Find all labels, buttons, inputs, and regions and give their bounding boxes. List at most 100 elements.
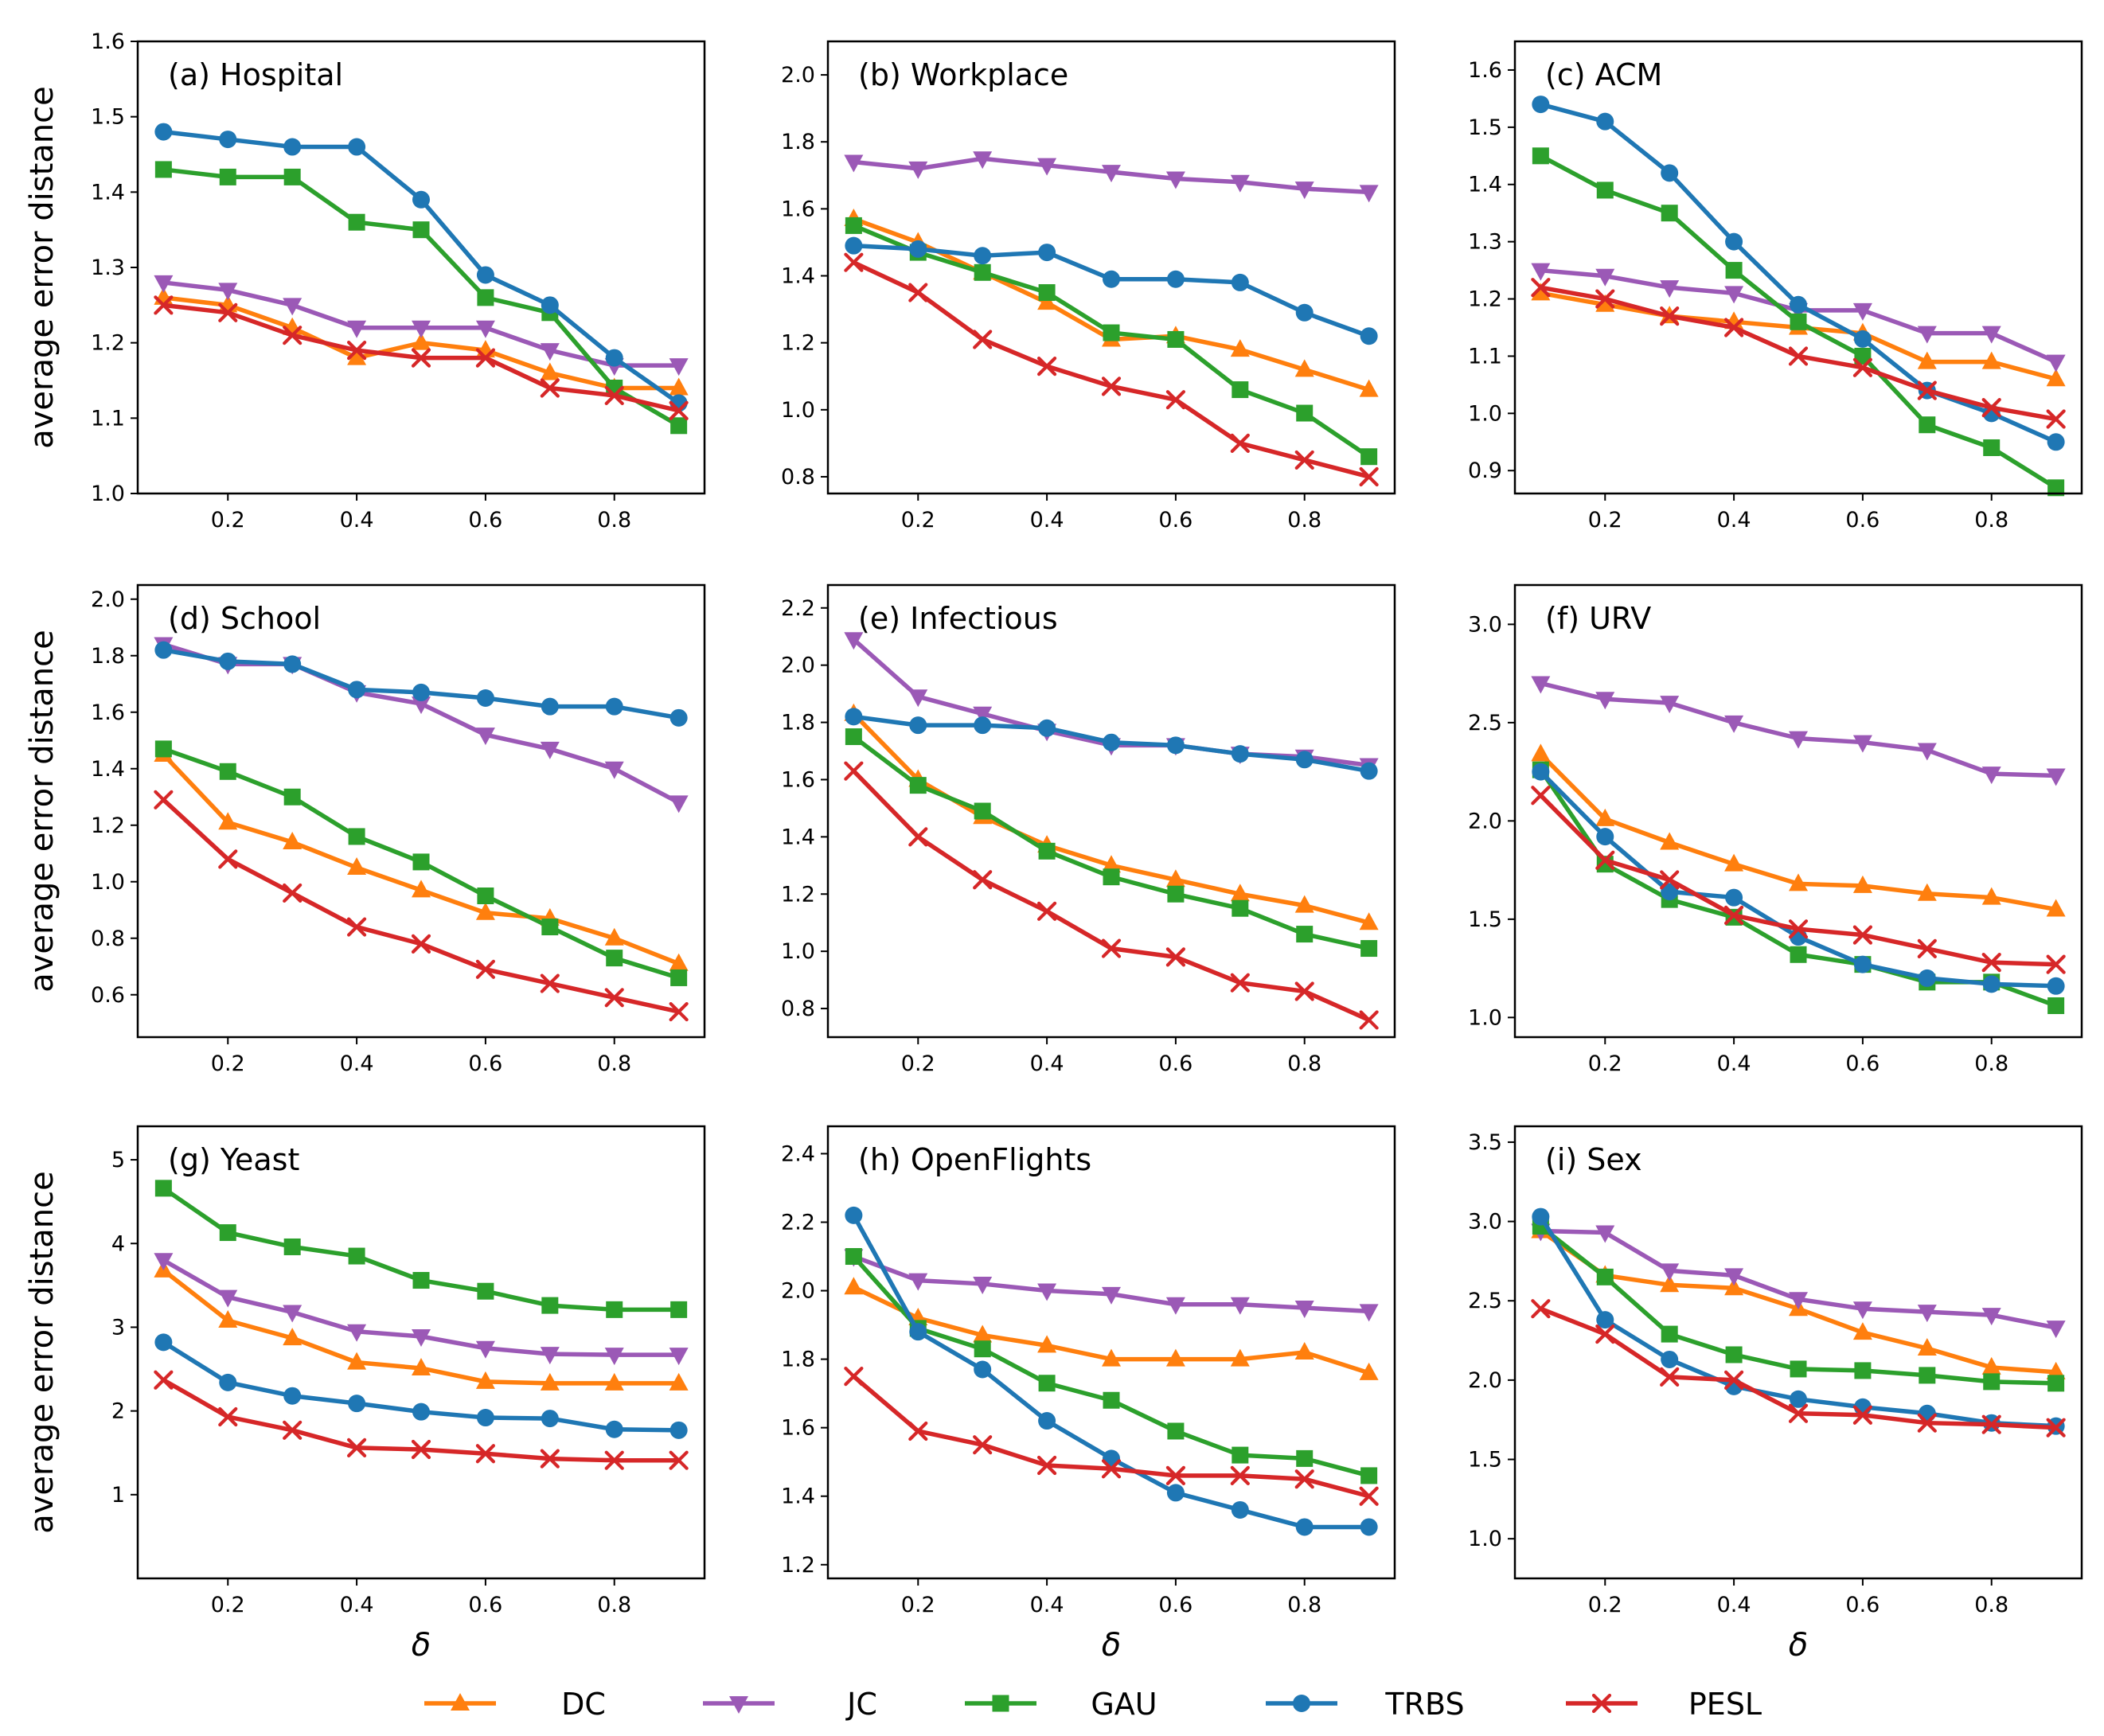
data-point-jc bbox=[1852, 302, 1872, 321]
data-point-gau bbox=[283, 788, 301, 806]
data-point-gau bbox=[606, 1301, 623, 1318]
data-point-dc bbox=[1531, 283, 1551, 301]
data-point-jc bbox=[1037, 1283, 1057, 1301]
data-point-trbs bbox=[605, 349, 623, 367]
data-point-dc bbox=[1531, 743, 1551, 762]
x-tick-label: 0.8 bbox=[1974, 1051, 2008, 1076]
data-point-pesl bbox=[1852, 925, 1873, 945]
data-point-gau bbox=[412, 853, 430, 871]
data-point-pesl bbox=[283, 1420, 303, 1440]
data-point-dc bbox=[347, 857, 367, 875]
data-point-pesl bbox=[154, 1370, 174, 1390]
y-tick-label: 1.4 bbox=[781, 264, 815, 289]
y-tick-label: 1.4 bbox=[91, 757, 125, 782]
data-point-trbs bbox=[1661, 1350, 1679, 1368]
data-point-trbs bbox=[1790, 295, 1807, 314]
data-point-trbs bbox=[1596, 112, 1614, 131]
data-point-pesl bbox=[1595, 289, 1615, 309]
data-point-dc bbox=[412, 880, 431, 898]
data-point-trbs bbox=[1982, 975, 2001, 993]
y-tick-label: 2.0 bbox=[1468, 1368, 1502, 1393]
data-point-pesl bbox=[346, 917, 367, 937]
data-point-trbs bbox=[2047, 977, 2065, 995]
plot-frame bbox=[136, 1125, 706, 1580]
y-tick-label: 1.2 bbox=[781, 882, 815, 907]
data-point-gau bbox=[1532, 147, 1549, 165]
data-point-pesl bbox=[283, 883, 303, 903]
data-point-trbs bbox=[154, 1333, 173, 1352]
data-point-gau bbox=[1596, 1268, 1614, 1285]
data-point-dc bbox=[669, 953, 689, 971]
data-point-jc bbox=[1660, 1263, 1680, 1282]
panel-5: 0.8 1.0 1.2 1.4 1.6 1.8 2.0 2.2 0.2 0.4 0.6 0.8 (e) … bbox=[781, 583, 1396, 1076]
data-point-dc bbox=[218, 1310, 238, 1328]
data-point-jc bbox=[844, 154, 864, 173]
x-axis-label: δ bbox=[1102, 1627, 1121, 1664]
data-point-gau bbox=[845, 728, 862, 746]
y-tick-label: 2.0 bbox=[781, 1279, 815, 1304]
y-tick-label: 1.0 bbox=[91, 870, 125, 895]
y-tick-label: 2.0 bbox=[781, 63, 815, 88]
panel-title: (d) School bbox=[168, 601, 321, 636]
data-point-trbs bbox=[845, 708, 863, 726]
data-point-gau bbox=[845, 1248, 862, 1266]
data-point-gau bbox=[1360, 1467, 1378, 1484]
legend-marker-dc bbox=[451, 1693, 470, 1711]
data-point-pesl bbox=[908, 827, 928, 847]
data-point-trbs bbox=[1295, 751, 1314, 769]
panel-title: (f) URV bbox=[1545, 601, 1651, 636]
data-point-jc bbox=[154, 1253, 174, 1271]
data-point-gau bbox=[974, 263, 991, 281]
y-tick-label: 2.2 bbox=[781, 596, 815, 621]
data-point-gau bbox=[154, 1180, 172, 1197]
data-point-pesl bbox=[540, 973, 560, 993]
x-tick-label: 0.2 bbox=[901, 508, 935, 533]
data-point-dc bbox=[1037, 292, 1057, 310]
data-point-pesl bbox=[1531, 278, 1551, 298]
data-point-pesl bbox=[1165, 1465, 1186, 1486]
y-tick-label: 1.3 bbox=[1468, 230, 1502, 255]
x-axis-label: δ bbox=[412, 1627, 431, 1664]
data-point-gau bbox=[1790, 1360, 1807, 1378]
data-point-pesl bbox=[908, 1421, 928, 1441]
data-point-pesl bbox=[1294, 450, 1314, 470]
series-line-gau bbox=[852, 735, 1370, 951]
data-point-jc bbox=[1789, 1292, 1808, 1310]
data-point-pesl bbox=[669, 1450, 689, 1470]
plot-frame bbox=[1513, 583, 2083, 1039]
data-point-jc bbox=[154, 275, 174, 293]
y-tick-label: 1.0 bbox=[1468, 1005, 1502, 1030]
data-point-pesl bbox=[669, 400, 689, 420]
y-tick-label: 1.1 bbox=[1468, 344, 1502, 369]
legend-marker-pesl bbox=[1591, 1693, 1612, 1714]
x-tick-label: 0.2 bbox=[901, 1051, 935, 1076]
x-tick-label: 0.6 bbox=[1845, 508, 1880, 533]
data-point-dc bbox=[1852, 875, 1872, 893]
data-point-jc bbox=[2046, 1321, 2066, 1339]
y-axis-label: average error distance bbox=[24, 1171, 61, 1534]
panel-title: (b) Workplace bbox=[858, 57, 1068, 92]
x-tick-label: 0.2 bbox=[901, 1593, 935, 1617]
data-point-gau bbox=[1919, 1367, 1936, 1384]
data-point-pesl bbox=[411, 934, 431, 954]
data-point-gau bbox=[974, 802, 991, 820]
data-point-trbs bbox=[283, 138, 302, 156]
data-point-gau bbox=[219, 1224, 236, 1242]
data-point-trbs bbox=[1295, 1518, 1314, 1536]
data-point-trbs bbox=[348, 1395, 366, 1413]
panel-9: 1.0 1.5 2.0 2.5 3.0 3.5 0.2 0.4 0.6 0.8 (i) Sex δ bbox=[1468, 1125, 2083, 1664]
data-point-jc bbox=[2046, 768, 2066, 786]
data-point-gau bbox=[1038, 284, 1056, 302]
data-point-dc bbox=[1852, 1322, 1872, 1340]
data-point-pesl bbox=[154, 790, 174, 809]
data-point-gau bbox=[412, 221, 430, 239]
data-point-gau bbox=[1919, 416, 1936, 434]
data-point-dc bbox=[1102, 855, 1121, 873]
data-point-dc bbox=[1359, 1362, 1379, 1380]
data-point-dc bbox=[475, 1371, 495, 1389]
x-tick-label: 0.8 bbox=[597, 508, 631, 533]
data-point-pesl bbox=[2046, 1418, 2066, 1438]
data-point-trbs bbox=[476, 689, 494, 707]
panel-title: (a) Hospital bbox=[168, 57, 343, 92]
y-tick-label: 1.6 bbox=[91, 29, 125, 54]
